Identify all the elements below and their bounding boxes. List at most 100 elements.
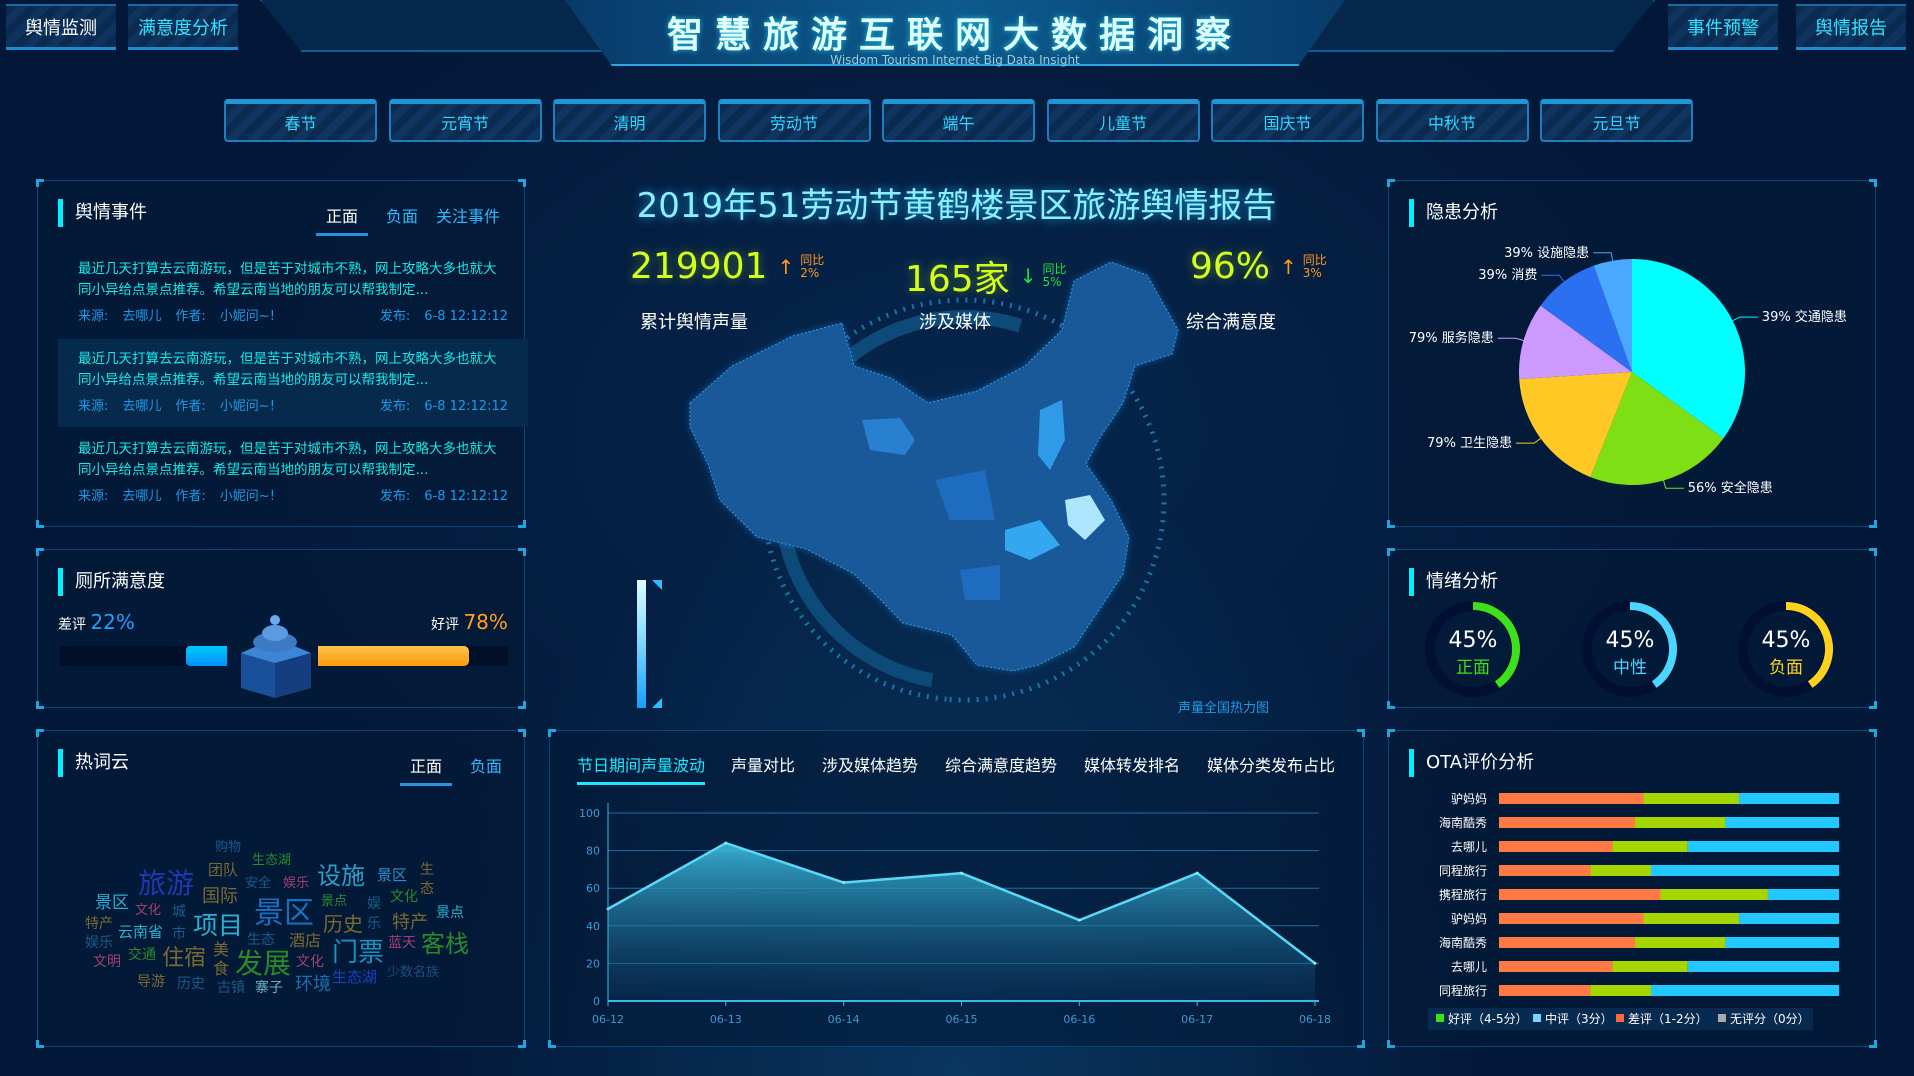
word-cloud-word[interactable]: 购物 [215, 840, 242, 855]
ota-bar-segment[interactable] [1612, 841, 1688, 852]
word-cloud-word[interactable]: 美 [213, 940, 230, 959]
word-cloud-word[interactable]: 生态湖 [332, 968, 378, 986]
trend-tab[interactable]: 节日期间声量波动 [577, 752, 706, 785]
word-cloud-word[interactable]: 景点 [321, 894, 348, 909]
holiday-tab[interactable]: 劳动节 [717, 99, 871, 142]
trend-tab[interactable]: 涉及媒体趋势 [822, 756, 919, 775]
legend-label[interactable]: 差评（1-2分） [1628, 1012, 1708, 1026]
legend-label[interactable]: 好评（4-5分） [1448, 1012, 1528, 1026]
word-cloud-word[interactable]: 发展 [235, 947, 292, 980]
holiday-tab[interactable]: 清明 [553, 99, 706, 142]
word-cloud-word[interactable]: 交通 [128, 947, 156, 963]
wordcloud-tab-positive[interactable]: 正面 [400, 753, 453, 786]
tab-negative[interactable]: 负面 [386, 207, 419, 226]
word-cloud-word[interactable]: 门票 [332, 938, 385, 968]
word-cloud-word[interactable]: 生 [420, 862, 434, 878]
ota-bar-segment[interactable] [1767, 889, 1839, 900]
word-cloud-word[interactable]: 酒店 [289, 931, 322, 950]
ota-bar-segment[interactable] [1635, 817, 1726, 828]
tab-watched-events[interactable]: 关注事件 [436, 207, 501, 226]
word-cloud-word[interactable]: 市 [172, 926, 186, 942]
event-item[interactable]: 最近几天打算去云南游玩，但是苦于对城市不熟，网上攻略大多也就大同小异给点景点推荐… [58, 249, 528, 337]
event-item[interactable]: 最近几天打算去云南游玩，但是苦于对城市不熟，网上攻略大多也就大同小异给点景点推荐… [58, 429, 528, 517]
word-cloud-word[interactable]: 古镇 [217, 980, 245, 996]
pie-slice[interactable] [1593, 259, 1632, 372]
word-cloud-word[interactable]: 食 [213, 959, 230, 978]
heat-legend-top-handle[interactable] [652, 580, 662, 590]
word-cloud-word[interactable]: 安全 [245, 876, 272, 891]
word-cloud-word[interactable]: 团队 [208, 861, 239, 879]
trend-tab[interactable]: 媒体转发排名 [1084, 756, 1181, 775]
pie-slice[interactable] [1540, 265, 1632, 372]
word-cloud-word[interactable]: 国际 [202, 886, 238, 907]
word-cloud-word[interactable]: 住宿 [162, 946, 207, 971]
word-cloud-word[interactable]: 生态 [247, 932, 275, 948]
holiday-tab[interactable]: 儿童节 [1046, 99, 1200, 142]
pie-slice[interactable] [1519, 372, 1632, 478]
word-cloud-word[interactable]: 态 [420, 881, 434, 897]
ota-bar-segment[interactable] [1739, 793, 1839, 804]
ota-bar-segment[interactable] [1499, 817, 1635, 828]
wordcloud-tab-negative[interactable]: 负面 [470, 757, 503, 776]
word-cloud-word[interactable]: 环境 [295, 974, 331, 995]
ota-bar-segment[interactable] [1590, 985, 1651, 996]
ota-bar-segment[interactable] [1499, 793, 1644, 804]
trend-tab[interactable]: 综合满意度趋势 [945, 756, 1058, 775]
holiday-tab[interactable]: 中秋节 [1375, 99, 1529, 142]
ota-bar-segment[interactable] [1643, 793, 1740, 804]
word-cloud-word[interactable]: 特产 [392, 912, 428, 933]
holiday-tab[interactable]: 元宵节 [388, 99, 542, 142]
word-cloud-word[interactable]: 寨子 [255, 980, 283, 996]
ota-bar-segment[interactable] [1635, 937, 1726, 948]
word-cloud-word[interactable]: 少数名族 [387, 965, 440, 980]
ota-bar-segment[interactable] [1687, 841, 1839, 852]
word-cloud-word[interactable]: 历史 [177, 976, 205, 992]
ota-bar-segment[interactable] [1499, 937, 1635, 948]
ota-bar-segment[interactable] [1725, 817, 1839, 828]
ota-bar-segment[interactable] [1660, 889, 1768, 900]
nav-sentiment-monitor[interactable]: 舆情监测 [6, 4, 116, 50]
pie-slice[interactable] [1632, 259, 1745, 439]
nav-sentiment-report[interactable]: 舆情报告 [1796, 4, 1906, 50]
word-cloud-word[interactable]: 景点 [436, 905, 464, 921]
word-cloud-word[interactable]: 乐 [367, 916, 381, 932]
ota-bar-segment[interactable] [1739, 913, 1839, 924]
ota-bar-segment[interactable] [1687, 961, 1839, 972]
china-heat-map[interactable] [549, 240, 1364, 720]
word-cloud-word[interactable]: 生态湖 [252, 853, 292, 868]
word-cloud-word[interactable]: 文化 [390, 889, 418, 905]
word-cloud-word[interactable]: 设施 [317, 862, 365, 890]
legend-label[interactable]: 无评分（0分） [1730, 1012, 1810, 1026]
word-cloud-word[interactable]: 娱乐 [85, 935, 113, 951]
holiday-tab[interactable]: 元旦节 [1540, 99, 1693, 142]
ota-bar-segment[interactable] [1499, 913, 1644, 924]
trend-tab[interactable]: 媒体分类发布占比 [1207, 756, 1336, 775]
event-item[interactable]: 最近几天打算去云南游玩，但是苦于对城市不熟，网上攻略大多也就大同小异给点景点推荐… [58, 339, 528, 427]
ota-bar-segment[interactable] [1612, 961, 1688, 972]
pie-slice[interactable] [1590, 372, 1724, 485]
ota-bar-segment[interactable] [1643, 913, 1740, 924]
ota-bar-segment[interactable] [1650, 985, 1839, 996]
nav-event-alert[interactable]: 事件预警 [1668, 4, 1778, 50]
heat-legend-bottom-handle[interactable] [652, 698, 662, 708]
word-cloud-word[interactable]: 历史 [323, 912, 363, 936]
word-cloud-word[interactable]: 城 [172, 904, 186, 920]
word-cloud-word[interactable]: 文明 [93, 954, 121, 970]
ota-bar-segment[interactable] [1650, 865, 1839, 876]
nav-satisfaction-analysis[interactable]: 满意度分析 [128, 4, 238, 50]
word-cloud-word[interactable]: 景区 [254, 896, 314, 931]
ota-bar-segment[interactable] [1499, 841, 1613, 852]
ota-bar-segment[interactable] [1725, 937, 1839, 948]
word-cloud-word[interactable]: 文化 [296, 954, 324, 970]
word-cloud-word[interactable]: 客栈 [421, 930, 469, 958]
trend-tab[interactable]: 声量对比 [731, 756, 796, 775]
ota-bar-segment[interactable] [1499, 865, 1591, 876]
tab-positive[interactable]: 正面 [316, 203, 369, 236]
ota-bar-segment[interactable] [1499, 961, 1613, 972]
word-cloud-word[interactable]: 蓝天 [388, 935, 416, 951]
word-cloud-word[interactable]: 导游 [137, 974, 165, 990]
word-cloud-word[interactable]: 项目 [193, 911, 244, 940]
word-cloud-word[interactable]: 娱乐 [283, 876, 310, 891]
word-cloud-word[interactable]: 云南省 [118, 923, 164, 941]
word-cloud-word[interactable]: 娱 [367, 896, 381, 912]
